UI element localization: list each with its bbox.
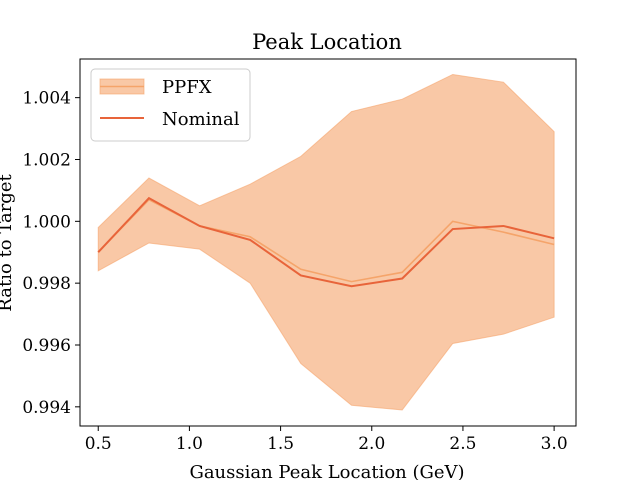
legend-nominal-label: Nominal bbox=[162, 109, 240, 130]
x-tick-label: 3.0 bbox=[541, 434, 568, 454]
x-axis-label: Gaussian Peak Location (GeV) bbox=[189, 462, 464, 480]
legend-ppfx-label: PPFX bbox=[162, 77, 212, 98]
y-tick-label: 1.002 bbox=[22, 150, 71, 170]
y-tick-label: 0.994 bbox=[22, 398, 71, 418]
x-tick-label: 0.5 bbox=[85, 434, 112, 454]
ppfx-band bbox=[97, 73, 555, 411]
chart-title: Peak Location bbox=[252, 30, 402, 54]
y-tick-label: 1.004 bbox=[22, 89, 71, 109]
y-tick-label: 1.000 bbox=[22, 212, 71, 232]
axes-layer: 0.5 1.0 1.5 2.0 2.5 3.0 0.994 0.996 0.998 1.000 1.… bbox=[22, 58, 577, 454]
legend: PPFX Nominal bbox=[90, 68, 251, 142]
y-tick-label: 0.998 bbox=[22, 274, 71, 294]
x-tick-label: 1.0 bbox=[176, 434, 203, 454]
x-tick-label: 1.5 bbox=[267, 434, 294, 454]
nominal-line bbox=[97, 196, 555, 288]
y-axis-label: Ratio to Target bbox=[0, 174, 16, 312]
y-tick-label: 0.996 bbox=[22, 336, 71, 356]
x-tick-label: 2.0 bbox=[358, 434, 385, 454]
axes-frame bbox=[79, 58, 577, 427]
plot-layer bbox=[97, 73, 555, 411]
x-tick-label: 2.5 bbox=[449, 434, 476, 454]
